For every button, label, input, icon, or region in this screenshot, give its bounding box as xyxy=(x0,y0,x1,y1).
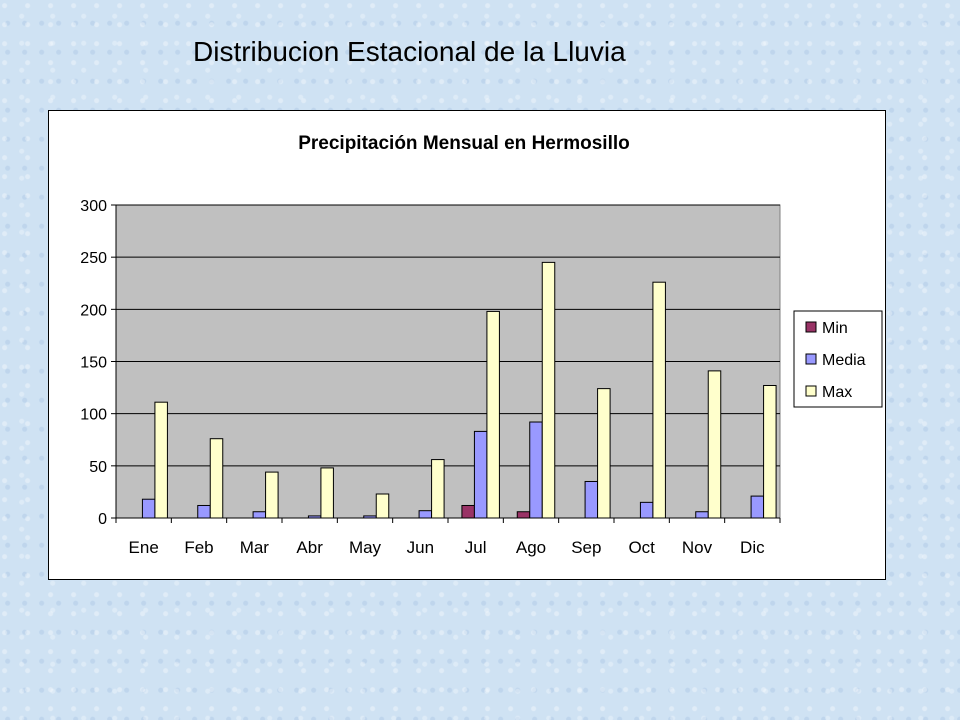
bar-max-ago xyxy=(541,261,556,519)
bar-max-mar xyxy=(265,471,279,519)
bar-max-jun xyxy=(431,459,445,519)
x-tick-labels: Ene Feb Mar Abr May Jun Jul Ago Sep Oct Nov Dic xyxy=(129,538,766,557)
bar-media-feb xyxy=(197,504,211,519)
bar-media-nov xyxy=(695,511,709,519)
bar-max-oct xyxy=(652,281,666,519)
x-tick-label: Feb xyxy=(184,538,213,557)
axes xyxy=(111,204,781,523)
x-tick-label: Sep xyxy=(571,538,601,557)
x-tick-label: Oct xyxy=(628,538,655,557)
bar-max-jul xyxy=(486,310,500,519)
y-tick-label: 0 xyxy=(98,511,107,528)
x-tick-label: Ago xyxy=(516,538,546,557)
y-tick-labels: 0 50 100 150 200 250 300 xyxy=(80,198,107,528)
legend-label-max: Max xyxy=(822,384,852,401)
y-tick-label: 150 xyxy=(80,355,107,372)
y-tick-label: 250 xyxy=(80,250,107,267)
bar-max-ene xyxy=(154,401,168,519)
slide-title: Distribucion Estacional de la Lluvia xyxy=(193,36,626,67)
x-tick-label: Abr xyxy=(296,538,323,557)
y-tick-label: 300 xyxy=(80,198,107,215)
legend: Min Media Max xyxy=(793,310,883,408)
x-tick-label: Mar xyxy=(240,538,270,557)
bar-media-jul xyxy=(473,430,488,519)
x-tick-label: Jul xyxy=(465,538,487,557)
legend-swatch-max xyxy=(805,385,817,397)
y-tick-label: 100 xyxy=(80,407,107,424)
bar-max-feb xyxy=(209,438,224,519)
legend-swatch-media xyxy=(805,353,817,365)
chart-container: Precipitación Mensual en Hermosillo 0 50 1… xyxy=(48,110,886,580)
bar-max-nov xyxy=(707,370,722,519)
y-tick-label: 200 xyxy=(80,302,107,319)
bar-media-ene xyxy=(141,498,156,519)
x-tick-label: Ene xyxy=(129,538,159,557)
legend-swatch-min xyxy=(805,321,817,333)
bar-min-ago xyxy=(516,511,531,519)
bar-media-sep xyxy=(584,480,599,519)
y-tick-label: 50 xyxy=(89,459,107,476)
bar-media-oct xyxy=(639,501,654,519)
x-tick-label: May xyxy=(349,538,382,557)
bar-max-may xyxy=(375,493,390,519)
legend-label-media: Media xyxy=(822,352,866,369)
x-tick-label: Jun xyxy=(407,538,434,557)
bar-media-jun xyxy=(418,510,433,519)
bar-media-dic xyxy=(750,495,765,519)
bars xyxy=(141,261,777,519)
chart-title: Precipitación Mensual en Hermosillo xyxy=(298,133,630,154)
bar-max-sep xyxy=(597,388,611,519)
bar-max-abr xyxy=(320,467,334,519)
x-tick-label: Dic xyxy=(740,538,765,557)
bar-media-ago xyxy=(529,421,543,519)
bar-min-jul xyxy=(461,504,475,519)
bar-media-mar xyxy=(252,511,267,519)
legend-label-min: Min xyxy=(822,320,848,337)
x-tick-label: Nov xyxy=(682,538,713,557)
bar-max-dic xyxy=(763,384,777,519)
gridlines xyxy=(116,204,780,467)
bar-chart: Precipitación Mensual en Hermosillo 0 50 1… xyxy=(80,133,883,557)
